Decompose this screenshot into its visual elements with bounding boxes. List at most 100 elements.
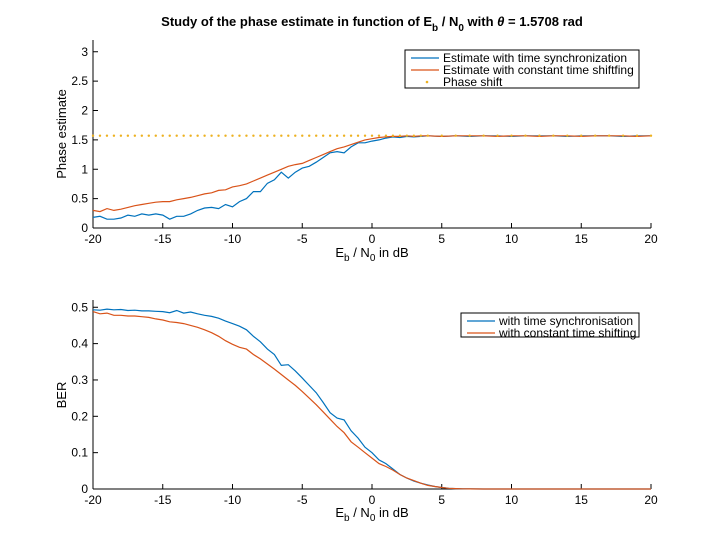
phase-series-3-point	[106, 135, 108, 137]
phase-series-3-point	[392, 135, 394, 137]
phase-series-3-point	[510, 135, 512, 137]
phase-xtick-label: -10	[224, 232, 242, 246]
phase-series-3-point	[169, 135, 171, 137]
phase-xlabel-e: E	[335, 245, 344, 260]
ber-ytick-label: 0.1	[71, 446, 88, 460]
phase-series-3-point	[252, 135, 254, 137]
phase-series-3-point	[203, 135, 205, 137]
ber-xlabel-n: / N	[350, 505, 370, 520]
ber-xtick-label: 20	[644, 493, 658, 507]
phase-series-3-point	[245, 135, 247, 137]
phase-series-3-point	[99, 135, 101, 137]
phase-ytick-label: 1	[81, 162, 88, 176]
phase-series-3-point	[120, 135, 122, 137]
title-with: with	[464, 14, 497, 29]
phase-ytick-label: 0.5	[71, 192, 88, 206]
phase-series-3-point	[322, 135, 324, 137]
phase-series-3-point	[273, 135, 275, 137]
ber-ytick-label: 0.3	[71, 373, 88, 387]
phase-ylabel: Phase estimate	[54, 89, 69, 179]
phase-series-3-point	[336, 135, 338, 137]
phase-series-3-point	[287, 135, 289, 137]
title-mid: / N	[438, 14, 458, 29]
phase-series-3-point	[608, 135, 610, 137]
phase-ytick-label: 3	[81, 45, 88, 59]
phase-series-3-point	[413, 135, 415, 137]
phase-series-3-point	[155, 135, 157, 137]
chart-title: Study of the phase estimate in function …	[161, 14, 583, 34]
ber-ytick-label: 0	[81, 482, 88, 496]
phase-ytick-label: 2.5	[71, 74, 88, 88]
phase-series-3-point	[148, 135, 150, 137]
phase-series-3-point	[622, 135, 624, 137]
ber-xlabel-unit: in dB	[375, 505, 408, 520]
phase-series-1-line	[93, 136, 651, 219]
ber-xtick-label: -10	[224, 493, 242, 507]
phase-series-3-point	[399, 135, 401, 137]
title-prefix: Study of the phase estimate in function …	[161, 14, 432, 29]
phase-series-3-point	[566, 135, 568, 137]
phase-xlabel: Eb / N0 in dB	[335, 245, 408, 264]
phase-ytick-label: 1.5	[71, 133, 88, 147]
phase-legend-label: Phase shift	[443, 75, 503, 89]
phase-series-3-point	[455, 135, 457, 137]
phase-series-3-point	[308, 135, 310, 137]
ber-xtick-label: -15	[154, 493, 172, 507]
phase-xtick-label: 5	[438, 232, 445, 246]
phase-series-3-point	[371, 135, 373, 137]
ber-legend-label: with constant time shifting	[498, 326, 636, 340]
phase-series-3-point	[301, 135, 303, 137]
ber-ytick-label: 0.5	[71, 300, 88, 314]
ber-ylabel: BER	[54, 382, 69, 409]
phase-series-3-point	[210, 135, 212, 137]
ber-xtick-label: 10	[505, 493, 519, 507]
ber-xtick-label: 5	[438, 493, 445, 507]
phase-series-3-point	[364, 135, 366, 137]
phase-series-3-point	[343, 135, 345, 137]
ber-ytick-label: 0.4	[71, 337, 88, 351]
phase-series-3-point	[329, 135, 331, 137]
phase-series-3-point	[538, 135, 540, 137]
phase-series-3-point	[315, 135, 317, 137]
phase-legend-marker	[426, 81, 429, 84]
phase-series-3-point	[294, 135, 296, 137]
phase-series-3-point	[141, 135, 143, 137]
phase-xtick-label: 0	[369, 232, 376, 246]
phase-series-3-point	[468, 135, 470, 137]
phase-series-3-point	[552, 135, 554, 137]
phase-series-3-point	[580, 135, 582, 137]
phase-series-3-point	[482, 135, 484, 137]
phase-series-3-point	[524, 135, 526, 137]
title-theta: θ	[497, 14, 504, 29]
phase-series-3-point	[280, 135, 282, 137]
phase-series-3-point	[182, 135, 184, 137]
phase-series-2-line	[93, 136, 651, 212]
phase-series-3-point	[224, 135, 226, 137]
phase-series-3-point	[441, 135, 443, 137]
phase-series-3-point	[231, 135, 233, 137]
phase-series-3-point	[496, 135, 498, 137]
phase-series-3-point	[427, 135, 429, 137]
phase-series-3-point	[406, 135, 408, 137]
phase-series-3-point	[176, 135, 178, 137]
phase-xtick-label: -5	[297, 232, 308, 246]
phase-xtick-label: 20	[644, 232, 658, 246]
ber-ytick-label: 0.2	[71, 409, 88, 423]
phase-series-3-point	[420, 135, 422, 137]
phase-series-3-point	[127, 135, 129, 137]
phase-series-3-point	[266, 135, 268, 137]
phase-series-3-point	[650, 135, 652, 137]
phase-series-3-point	[636, 135, 638, 137]
phase-xtick-label: -15	[154, 232, 172, 246]
phase-series-3-point	[134, 135, 136, 137]
phase-series-3-point	[238, 135, 240, 137]
ber-xlabel-e: E	[335, 505, 344, 520]
phase-series-3-point	[350, 135, 352, 137]
phase-series-3-point	[385, 135, 387, 137]
phase-xtick-label: 15	[575, 232, 589, 246]
phase-series-3-point	[259, 135, 261, 137]
phase-ytick-label: 0	[81, 221, 88, 235]
phase-series-3-point	[357, 135, 359, 137]
ber-plot: -20 -15 -10 -5 0 5 10 15 2000.10.20.30.40.5with …	[71, 300, 658, 507]
